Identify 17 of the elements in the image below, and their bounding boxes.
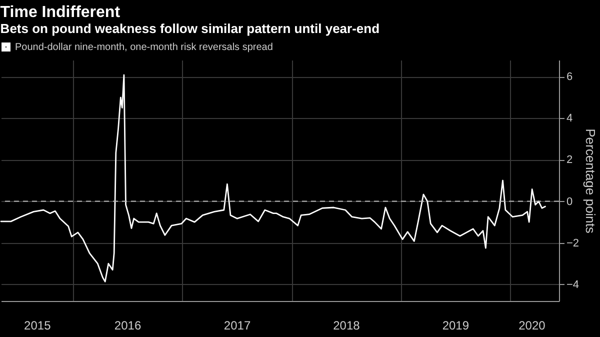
- x-tick-label: 2016: [114, 318, 142, 332]
- y-tick-label: 4: [566, 112, 573, 125]
- x-tick-label: 2015: [24, 318, 52, 332]
- y-tick-label: 0: [566, 196, 573, 208]
- x-tick-label: 2018: [333, 318, 360, 332]
- chart-title: Time Indifferent: [0, 4, 121, 21]
- y-tick-label: 2: [566, 154, 573, 166]
- y-axis-title: Percentage points: [583, 128, 598, 234]
- chart-subtitle: Bets on pound weakness follow similar pattern until year-end: [0, 21, 380, 36]
- x-tick-label: 2017: [224, 318, 251, 332]
- y-tick-label: −4: [566, 278, 580, 291]
- y-tick-label: −2: [566, 237, 580, 250]
- x-tick-label: 2019: [442, 318, 470, 332]
- x-tick-label: 2020: [518, 318, 546, 332]
- legend-label: Pound-dollar nine-month, one-month risk reversals spread: [15, 42, 273, 53]
- line-series: [0, 74, 546, 282]
- y-tick-label: 6: [566, 71, 573, 84]
